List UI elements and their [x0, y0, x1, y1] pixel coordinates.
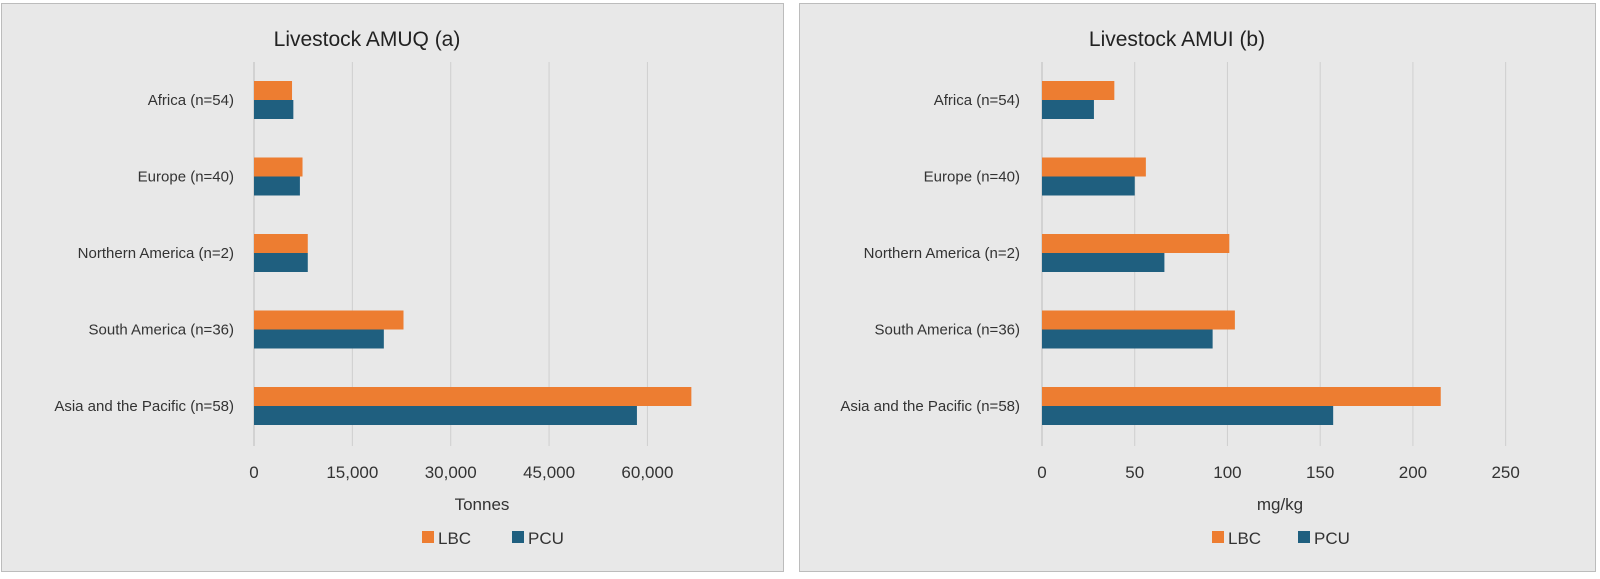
category-label: Africa (n=54) [148, 92, 234, 109]
x-axis-label: mg/kg [1257, 495, 1303, 514]
category-label: Africa (n=54) [934, 92, 1020, 109]
legend-swatch-lbc [422, 531, 434, 543]
legend: LBC PCU [422, 529, 564, 548]
amui-chart: Livestock AMUI (b) Africa (n=54) Europe (… [840, 28, 1520, 548]
bar-pcu-africa [254, 100, 294, 119]
category-label: Asia and the Pacific (n=58) [840, 398, 1020, 415]
x-tick-label: 200 [1399, 463, 1427, 482]
chart-title: Livestock AMUQ (a) [274, 28, 461, 51]
x-tick-label: 30,000 [425, 463, 477, 482]
amuq-chart: Livestock AMUQ (a) Africa (n=54) Europe (… [54, 28, 692, 548]
bar-lbc-asia-and-the-pacific [254, 387, 692, 406]
bar-lbc-asia-and-the-pacific [1042, 387, 1441, 406]
chart-panel-amui: Livestock AMUI (b) Africa (n=54) Europe (… [799, 3, 1596, 572]
x-tick-label: 250 [1491, 463, 1519, 482]
chart-panel-amuq: Livestock AMUQ (a) Africa (n=54) Europe (… [1, 3, 784, 572]
x-tick-label: 0 [1037, 463, 1046, 482]
bar-pcu-asia-and-the-pacific [1042, 406, 1334, 425]
legend-label-pcu: PCU [1314, 529, 1350, 548]
x-tick-label: 150 [1306, 463, 1334, 482]
category-label: Northern America (n=2) [78, 245, 234, 262]
legend-swatch-pcu [512, 531, 524, 543]
bar-lbc-africa [1042, 81, 1115, 100]
x-tick-label: 50 [1125, 463, 1144, 482]
bar-lbc-south-america [254, 310, 404, 330]
bar-lbc-europe [254, 157, 303, 177]
category-label: Europe (n=40) [924, 169, 1020, 186]
chart-title: Livestock AMUI (b) [1089, 28, 1265, 51]
legend-label-lbc: LBC [1228, 529, 1261, 548]
category-label: Asia and the Pacific (n=58) [54, 398, 234, 415]
legend-swatch-lbc [1212, 531, 1224, 543]
bar-lbc-northern-america [254, 234, 308, 253]
bar-pcu-africa [1042, 100, 1094, 119]
bar-pcu-northern-america [1042, 253, 1165, 272]
category-label: South America (n=36) [875, 322, 1021, 339]
x-tick-label: 60,000 [621, 463, 673, 482]
x-tick-label: 0 [249, 463, 258, 482]
legend: LBC PCU [1212, 529, 1350, 548]
x-axis-label: Tonnes [455, 495, 510, 514]
legend-swatch-pcu [1298, 531, 1310, 543]
legend-label-pcu: PCU [528, 529, 564, 548]
category-label: South America (n=36) [89, 322, 235, 339]
bar-pcu-europe [1042, 176, 1135, 196]
bar-pcu-europe [254, 176, 300, 196]
legend-label-lbc: LBC [438, 529, 471, 548]
bar-lbc-europe [1042, 157, 1146, 177]
x-tick-label: 100 [1213, 463, 1241, 482]
x-tick-label: 45,000 [523, 463, 575, 482]
bar-pcu-asia-and-the-pacific [254, 406, 637, 425]
bar-pcu-northern-america [254, 253, 308, 272]
bar-pcu-south-america [1042, 329, 1213, 349]
bar-lbc-northern-america [1042, 234, 1230, 253]
x-tick-label: 15,000 [326, 463, 378, 482]
category-label: Northern America (n=2) [864, 245, 1020, 262]
bar-lbc-africa [254, 81, 293, 100]
bar-lbc-south-america [1042, 310, 1235, 330]
bar-pcu-south-america [254, 329, 384, 349]
category-label: Europe (n=40) [138, 169, 234, 186]
